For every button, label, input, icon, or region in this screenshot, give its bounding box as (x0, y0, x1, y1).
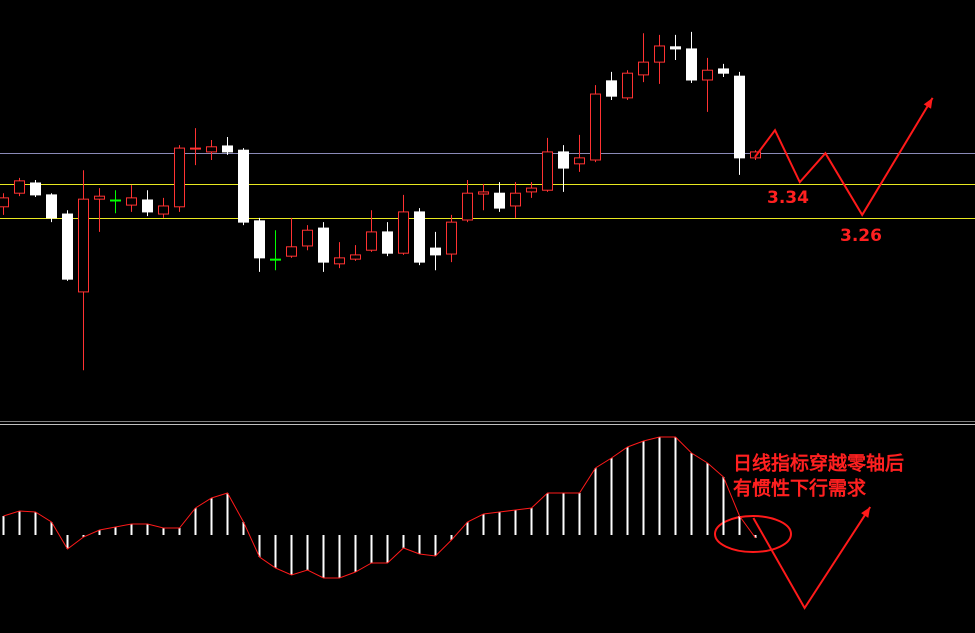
candle-body (670, 46, 681, 50)
arrow-head (861, 507, 871, 518)
candle-body (510, 192, 521, 207)
candle-body (462, 192, 473, 221)
candle-body (558, 151, 569, 169)
candle-body (654, 45, 665, 63)
candle-body (0, 197, 9, 208)
arrow-head (923, 97, 933, 109)
candle-body (238, 149, 249, 223)
candle-body (126, 197, 137, 206)
candle-body (222, 145, 233, 153)
candle-body (78, 198, 89, 293)
candle-body (478, 191, 489, 195)
candle-body (334, 257, 345, 265)
candle-body (254, 220, 265, 259)
candle-body (526, 187, 537, 193)
candle-body (158, 205, 169, 215)
candle-body (718, 68, 729, 74)
candle-body (62, 213, 73, 280)
candle-body (286, 246, 297, 257)
candle-body (46, 194, 57, 219)
candle-body (574, 157, 585, 165)
candle-body (206, 146, 217, 153)
candle-body (302, 229, 313, 247)
price-annotation: 3.26 (840, 226, 882, 246)
price-annotation: 3.34 (767, 188, 809, 208)
candle-body (190, 147, 201, 150)
candle-body (494, 192, 505, 209)
candle-body (606, 80, 617, 97)
candle-body (702, 69, 713, 81)
candle-body (686, 48, 697, 81)
candle-body (446, 221, 457, 255)
candle-body (350, 254, 361, 260)
candle-body (638, 61, 649, 76)
candle-body (590, 93, 601, 161)
candle-body (430, 247, 441, 256)
candle-body (542, 151, 553, 191)
candle-body (382, 231, 393, 254)
candle-body (318, 227, 329, 263)
macd-annotation: 日线指标穿越零轴后 (733, 452, 904, 475)
highlight-ellipse (714, 515, 792, 553)
candle-body (30, 182, 41, 196)
macd-line (3, 436, 756, 579)
projection-arrow (754, 97, 934, 217)
candle-body (94, 195, 105, 200)
candle-body (270, 258, 281, 261)
candle-body (142, 199, 153, 213)
candle-body (414, 211, 425, 263)
candle-body (398, 211, 409, 254)
candle-body (366, 231, 377, 251)
candle-body (622, 72, 633, 99)
macd-annotation: 有惯性下行需求 (733, 477, 867, 500)
candle-body (734, 75, 745, 159)
candle-body (14, 180, 25, 194)
candle-body (110, 199, 121, 202)
candle-body (174, 147, 185, 208)
projection-arrow (752, 506, 872, 610)
